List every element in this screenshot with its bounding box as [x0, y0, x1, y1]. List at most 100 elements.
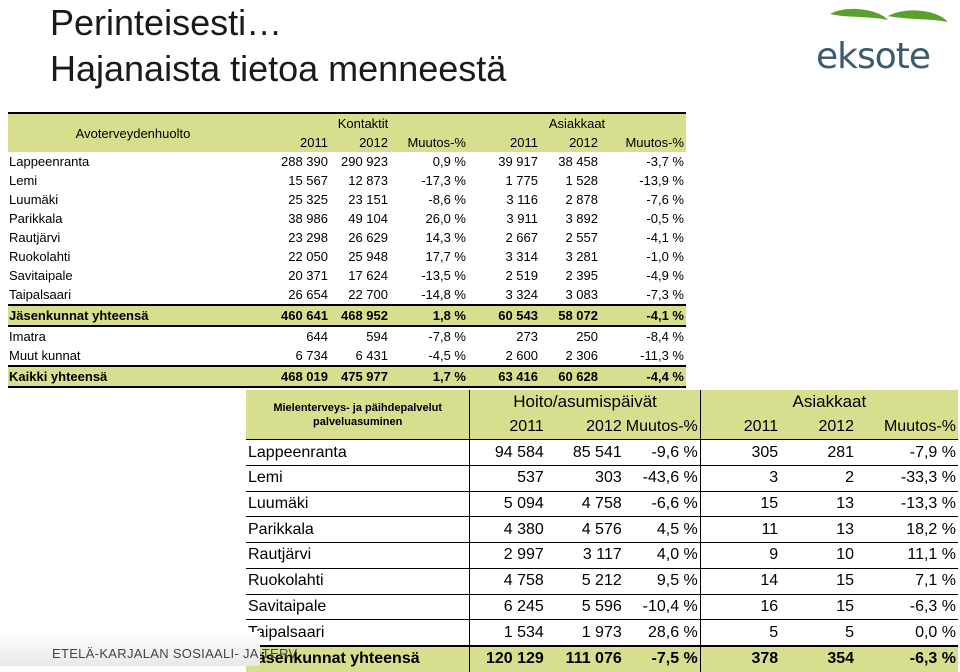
- table-row: Lemi 537 303 -43,6 % 3 2 -33,3 %: [246, 465, 958, 492]
- table-row: Rautjärvi 2 997 3 117 4,0 % 9 10 11,1 %: [246, 542, 958, 569]
- table-cell: 23 298: [288, 230, 328, 245]
- table1-col-header: Muutos-%: [407, 135, 466, 150]
- row-label: Muut kunnat: [9, 348, 81, 363]
- table-cell: -13,9 %: [639, 173, 684, 188]
- table-cell: -7,8 %: [428, 329, 466, 344]
- table1-group-contacts: Kontaktit: [337, 116, 389, 131]
- table2-group-days: Hoito/asumispäivät: [469, 390, 701, 415]
- logo-text: eksote: [816, 36, 931, 77]
- table1-col-header: Muutos-%: [625, 135, 684, 150]
- table-cell: 85 541: [545, 439, 624, 467]
- row-label: Rautjärvi: [246, 542, 470, 569]
- row-label: Jäsenkunnat yhteensä: [8, 304, 258, 327]
- table-cell: 60 543: [468, 304, 540, 327]
- table-cell: 273: [516, 329, 538, 344]
- table-row: Luumäki 25 325 23 151 -8,6 % 3 116 2 878 -7,6 …: [8, 190, 686, 209]
- row-label: Lappeenranta: [246, 439, 470, 467]
- table-cell: -13,3 %: [856, 491, 958, 518]
- table-cell: -7,6 %: [646, 192, 684, 207]
- row-label: Imatra: [9, 329, 46, 344]
- table-row: Jäsenkunnat yhteensä 460 641 468 952 1,8 % 6…: [8, 304, 686, 327]
- table-cell: 6 431: [355, 348, 388, 363]
- table-cell: 4,0 %: [623, 542, 701, 569]
- table2-corner-label: Mielenterveys- ja päihdepalvelut palvelu…: [246, 390, 470, 441]
- table-cell: 5 212: [545, 568, 624, 595]
- table-cell: 4 576: [545, 516, 624, 544]
- leaf-logo-icon: [830, 8, 948, 22]
- table-cell: 3 116: [506, 192, 538, 207]
- row-label: Rautjärvi: [9, 230, 61, 245]
- table-cell: -13,5 %: [421, 268, 466, 283]
- table-cell: 15: [699, 491, 781, 518]
- table-cell: 1 973: [545, 619, 624, 647]
- row-label: Lappeenranta: [9, 154, 90, 169]
- table-cell: 250: [576, 329, 598, 344]
- table-cell: 1 534: [469, 619, 546, 647]
- table1-col-header: 2012: [359, 135, 388, 150]
- table-cell: 4 380: [469, 516, 546, 544]
- footer-band: [0, 632, 260, 666]
- table-cell: 644: [306, 329, 328, 344]
- table-row: Ruokolahti 4 758 5 212 9,5 % 14 15 7,1 %: [246, 568, 958, 595]
- table-cell: -4,5 %: [428, 348, 466, 363]
- row-label: Kaikki yhteensä: [8, 365, 258, 388]
- table-row: Lappeenranta 288 390 290 923 0,9 % 39 917 38 …: [8, 152, 686, 171]
- table1-corner-label: Avoterveydenhuolto: [75, 125, 191, 141]
- table-cell: 120 129: [469, 644, 546, 672]
- table-row: Ruokolahti 22 050 25 948 17,7 % 3 314 3 281 -1…: [8, 247, 686, 266]
- table-row: Savitaipale 20 371 17 624 -13,5 % 2 519 2 395…: [8, 266, 686, 285]
- table-cell: 2 557: [565, 230, 598, 245]
- row-label: Luumäki: [246, 491, 470, 518]
- table-cell: 7,1 %: [856, 568, 958, 595]
- table-cell: -7,9 %: [856, 439, 958, 467]
- table-row: Kaikki yhteensä 468 019 475 977 1,7 % 63 416…: [8, 365, 686, 388]
- table-cell: 1,7 %: [390, 365, 468, 388]
- table-cell: -43,6 %: [623, 465, 701, 492]
- table-cell: -14,8 %: [421, 287, 466, 302]
- table-cell: 2 997: [469, 542, 546, 569]
- table-cell: 2 519: [505, 268, 538, 283]
- table-cell: 6 734: [295, 348, 328, 363]
- table-cell: -1,0 %: [646, 249, 684, 264]
- table-cell: -4,4 %: [600, 365, 686, 388]
- table-cell: 17,7 %: [425, 249, 466, 264]
- table-cell: 10: [780, 542, 857, 569]
- table-cell: 5 094: [469, 491, 546, 518]
- table-cell: 475 977: [330, 365, 390, 388]
- table-cell: 94 584: [469, 439, 546, 467]
- table-cell: -6,3 %: [856, 644, 958, 672]
- table-cell: 290 923: [341, 154, 388, 169]
- row-label: Taipalsaari: [246, 619, 470, 647]
- table-cell: 14,3 %: [425, 230, 466, 245]
- table-cell: -4,9 %: [646, 268, 684, 283]
- table-cell: 13: [780, 516, 857, 544]
- table-cell: 0,9 %: [432, 154, 466, 169]
- table-cell: 14: [699, 568, 781, 595]
- table-cell: 468 952: [330, 304, 390, 327]
- table-cell: -33,3 %: [856, 465, 958, 492]
- table-row: Luumäki 5 094 4 758 -6,6 % 15 13 -13,3 %: [246, 491, 958, 518]
- table-row: Jäsenkunnat yhteensä 120 129 111 076 -7,5 %…: [246, 644, 958, 672]
- table-cell: -7,5 %: [623, 644, 701, 672]
- table-cell: 49 104: [348, 211, 388, 226]
- slide-title: Perinteisesti… Hajanaista tietoa mennees…: [50, 0, 506, 92]
- table-cell: 2 395: [565, 268, 598, 283]
- table2-col-header: 2012: [780, 414, 857, 441]
- table-cell: 12 873: [348, 173, 388, 188]
- table-cell: -6,3 %: [856, 594, 958, 621]
- table-cell: 378: [699, 644, 781, 672]
- footer-text: ETELÄ-KARJALAN SOSIAALI- JA TERV: [52, 646, 298, 661]
- table2-col-header: 2012: [545, 414, 624, 441]
- table-row: Rautjärvi 23 298 26 629 14,3 % 2 667 2 557 -4,…: [8, 228, 686, 247]
- table-cell: 13: [780, 491, 857, 518]
- table-cell: 2 878: [565, 192, 598, 207]
- table-cell: -8,4 %: [646, 329, 684, 344]
- row-label: Lemi: [9, 173, 38, 188]
- table-cell: 3 911: [506, 211, 538, 226]
- table-cell: 16: [699, 594, 781, 621]
- table-cell: 11,1 %: [856, 542, 958, 569]
- table-cell: 288 390: [281, 154, 328, 169]
- table-cell: 3 281: [565, 249, 598, 264]
- table-cell: 9,5 %: [623, 568, 701, 595]
- row-label: Savitaipale: [9, 268, 73, 283]
